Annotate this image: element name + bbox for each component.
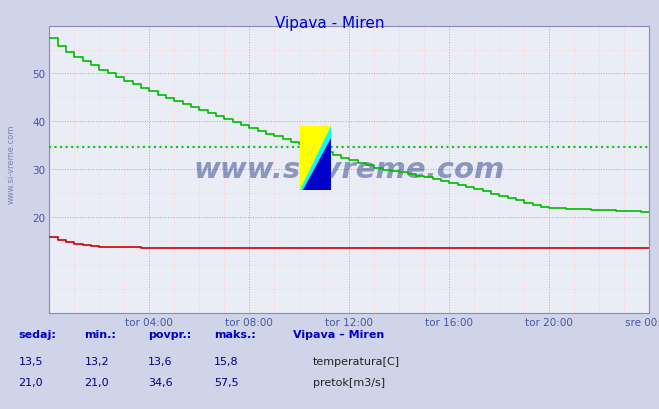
Text: pretok[m3/s]: pretok[m3/s] — [313, 377, 385, 387]
Text: 34,6: 34,6 — [148, 377, 173, 387]
Text: povpr.:: povpr.: — [148, 329, 192, 339]
Text: sedaj:: sedaj: — [18, 329, 56, 339]
Text: 15,8: 15,8 — [214, 356, 239, 366]
Text: 21,0: 21,0 — [84, 377, 109, 387]
Text: 57,5: 57,5 — [214, 377, 239, 387]
Text: Vipava – Miren: Vipava – Miren — [293, 329, 384, 339]
Text: Vipava - Miren: Vipava - Miren — [275, 16, 384, 31]
Text: maks.:: maks.: — [214, 329, 256, 339]
Polygon shape — [300, 127, 331, 190]
Text: min.:: min.: — [84, 329, 116, 339]
Polygon shape — [303, 138, 331, 190]
Text: 13,5: 13,5 — [18, 356, 43, 366]
Text: 21,0: 21,0 — [18, 377, 43, 387]
Text: 13,6: 13,6 — [148, 356, 173, 366]
Text: 13,2: 13,2 — [84, 356, 109, 366]
Text: temperatura[C]: temperatura[C] — [313, 356, 400, 366]
Polygon shape — [300, 127, 331, 190]
Text: www.si-vreme.com: www.si-vreme.com — [194, 156, 505, 184]
Text: www.si-vreme.com: www.si-vreme.com — [7, 124, 16, 203]
